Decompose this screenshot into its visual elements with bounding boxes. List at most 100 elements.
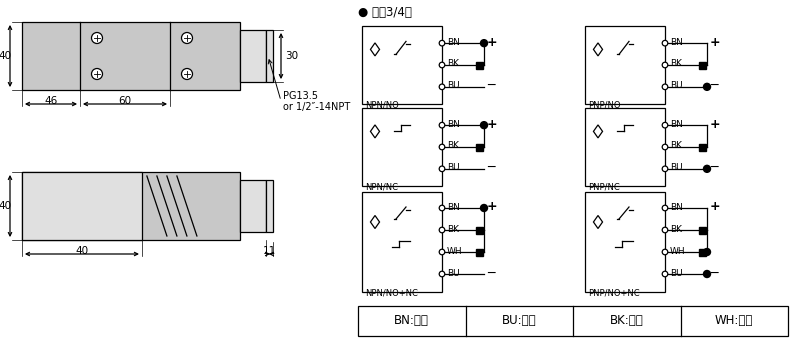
Circle shape [662, 84, 668, 90]
Polygon shape [370, 125, 379, 138]
Text: +: + [710, 36, 721, 49]
Bar [240, 30, 266, 82]
Bar [476, 62, 483, 69]
Text: +: + [710, 118, 721, 131]
Bar [699, 226, 706, 233]
Text: PG13.5: PG13.5 [283, 91, 318, 101]
Text: 40: 40 [75, 246, 89, 256]
Bar [358, 306, 788, 336]
Text: 46: 46 [44, 96, 58, 106]
Circle shape [703, 249, 710, 256]
Circle shape [662, 205, 668, 211]
Polygon shape [594, 125, 602, 138]
Text: ─: ─ [487, 79, 494, 92]
Polygon shape [370, 43, 379, 56]
Polygon shape [594, 43, 602, 56]
Bar [585, 26, 665, 104]
Circle shape [662, 227, 668, 233]
Circle shape [439, 84, 445, 90]
Circle shape [703, 165, 710, 172]
Circle shape [481, 205, 487, 212]
Bar [585, 108, 665, 186]
Text: +: + [487, 36, 498, 49]
Text: ─: ─ [487, 266, 494, 279]
Bar [699, 249, 706, 256]
Circle shape [662, 40, 668, 46]
Text: or 1/2″-14NPT: or 1/2″-14NPT [283, 102, 350, 112]
Text: NPN/NO: NPN/NO [365, 101, 398, 110]
Text: BK: BK [670, 59, 682, 69]
Polygon shape [370, 215, 379, 228]
Text: BU: BU [447, 163, 460, 172]
Text: BU: BU [670, 269, 682, 277]
Text: BU: BU [670, 163, 682, 172]
Text: 60: 60 [118, 96, 131, 106]
Circle shape [662, 166, 668, 172]
Bar [22, 22, 240, 90]
Bar [266, 30, 273, 82]
Circle shape [439, 62, 445, 68]
Text: WH: WH [447, 246, 462, 256]
Text: BN: BN [447, 120, 460, 129]
Text: BN: BN [447, 38, 460, 47]
Text: ● 直流3/4线: ● 直流3/4线 [358, 6, 412, 19]
Circle shape [662, 144, 668, 150]
Circle shape [439, 166, 445, 172]
Circle shape [439, 144, 445, 150]
Circle shape [662, 249, 668, 255]
Text: PNP/NO+NC: PNP/NO+NC [588, 289, 640, 298]
Bar [266, 180, 273, 232]
Text: ─: ─ [710, 266, 718, 279]
Text: +: + [487, 201, 498, 214]
Circle shape [439, 122, 445, 128]
Text: BU: BU [447, 81, 460, 90]
Text: 40: 40 [0, 51, 11, 61]
Polygon shape [594, 215, 602, 228]
Bar [699, 62, 706, 69]
Bar [22, 172, 142, 240]
Text: ─: ─ [487, 161, 494, 174]
Circle shape [662, 122, 668, 128]
Bar [22, 172, 240, 240]
Bar [476, 249, 483, 256]
Circle shape [703, 270, 710, 277]
Text: NPN/NC: NPN/NC [365, 183, 398, 192]
Bar [362, 192, 442, 292]
Text: BU:兰色: BU:兰色 [502, 314, 537, 327]
Text: PNP/NO: PNP/NO [588, 101, 621, 110]
Text: 30: 30 [285, 51, 298, 61]
Text: BK:黑色: BK:黑色 [610, 314, 644, 327]
Bar [476, 144, 483, 151]
Text: BN: BN [670, 38, 683, 47]
Circle shape [439, 249, 445, 255]
Bar [585, 192, 665, 292]
Text: BK: BK [447, 225, 459, 233]
Text: 40: 40 [0, 201, 11, 211]
Text: ─: ─ [710, 161, 718, 174]
Text: 11: 11 [263, 246, 276, 256]
Circle shape [481, 122, 487, 129]
Circle shape [439, 40, 445, 46]
Circle shape [182, 32, 193, 44]
Text: BK: BK [670, 142, 682, 151]
Circle shape [182, 69, 193, 80]
Bar [240, 180, 266, 232]
Circle shape [439, 271, 445, 277]
Text: +: + [487, 118, 498, 131]
Circle shape [481, 40, 487, 47]
Bar [699, 144, 706, 151]
Circle shape [439, 227, 445, 233]
Text: BN:棕色: BN:棕色 [394, 314, 429, 327]
Circle shape [703, 83, 710, 90]
Circle shape [662, 62, 668, 68]
Text: BU: BU [447, 269, 460, 277]
Text: +: + [710, 201, 721, 214]
Circle shape [91, 32, 102, 44]
Circle shape [439, 205, 445, 211]
Text: NPN/NO+NC: NPN/NO+NC [365, 289, 418, 298]
Text: WH: WH [670, 246, 686, 256]
Circle shape [662, 271, 668, 277]
Text: BN: BN [670, 120, 683, 129]
Bar [362, 108, 442, 186]
Text: BK: BK [447, 142, 459, 151]
